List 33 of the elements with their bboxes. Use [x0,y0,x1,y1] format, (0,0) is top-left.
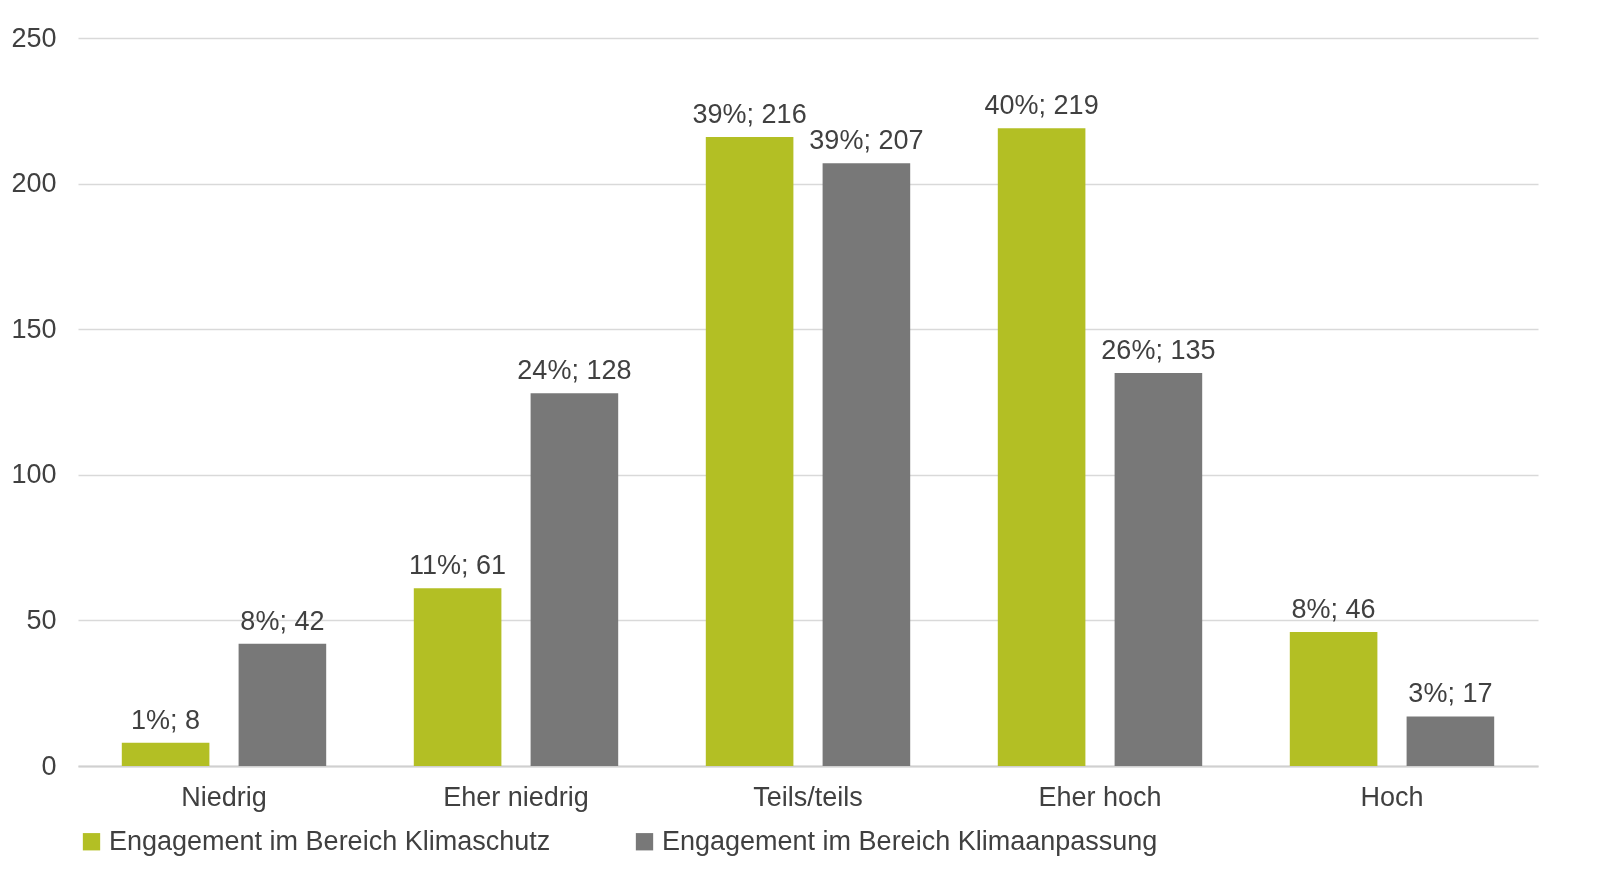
y-tick-label: 0 [41,750,57,781]
bar [1289,632,1378,766]
legend-label: Engagement im Bereich Klimaanpassung [662,825,1158,856]
x-tick-label: Teils/teils [753,781,863,812]
y-tick-label: 150 [11,313,57,344]
data-label: 26%; 135 [1101,334,1216,365]
data-label: 1%; 8 [131,704,201,735]
data-label: 8%; 42 [240,605,325,636]
bar [705,137,794,766]
bar [997,128,1086,766]
bar [121,742,210,766]
legend-label: Engagement im Bereich Klimaschutz [109,825,551,856]
x-tick-label: Eher niedrig [443,781,589,812]
data-label: 40%; 219 [984,90,1099,121]
y-tick-label: 50 [26,604,57,635]
bar [238,643,327,766]
x-tick-label: Hoch [1360,781,1424,812]
y-tick-label: 250 [11,22,57,53]
data-label: 8%; 46 [1291,594,1376,625]
bar [413,588,502,766]
data-label: 3%; 17 [1408,678,1493,709]
bar [822,163,911,766]
bar [1114,372,1203,766]
bar [1406,716,1495,766]
data-label: 24%; 128 [517,355,632,386]
x-tick-label: Niedrig [181,781,267,812]
y-tick-label: 100 [11,459,57,490]
x-tick-label: Eher hoch [1038,781,1162,812]
y-tick-label: 200 [11,168,57,199]
data-label: 39%; 207 [809,125,924,156]
data-label: 11%; 61 [409,550,507,581]
bar [530,393,619,766]
data-label: 39%; 216 [692,99,807,130]
